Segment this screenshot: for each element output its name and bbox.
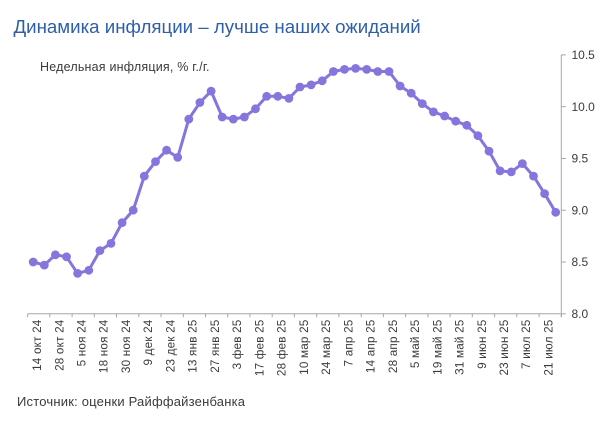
svg-text:9.0: 9.0	[572, 203, 589, 217]
svg-text:28 фев 25: 28 фев 25	[276, 319, 289, 376]
svg-text:23 июн 25: 23 июн 25	[498, 319, 511, 375]
svg-text:Недельная инфляция, % г./г.: Недельная инфляция, % г./г.	[40, 60, 210, 74]
svg-text:14 апр 25: 14 апр 25	[365, 319, 378, 373]
svg-text:9 июн 25: 9 июн 25	[476, 319, 489, 369]
svg-text:13 янв 25: 13 янв 25	[187, 319, 200, 373]
svg-text:19 май 25: 19 май 25	[431, 319, 444, 375]
svg-text:8.0: 8.0	[572, 307, 589, 321]
svg-text:10.0: 10.0	[572, 100, 596, 114]
svg-text:14 окт 24: 14 окт 24	[31, 319, 44, 371]
svg-text:24 мар 25: 24 мар 25	[320, 319, 333, 375]
svg-text:7 апр 25: 7 апр 25	[342, 319, 355, 366]
svg-text:21 июл 25: 21 июл 25	[543, 319, 556, 375]
svg-text:30 ноя 24: 30 ноя 24	[120, 319, 133, 373]
svg-text:Источник: оценки Райффайзенбан: Источник: оценки Райффайзенбанка	[17, 394, 246, 409]
svg-text:9.5: 9.5	[572, 152, 589, 166]
svg-text:23 дек 24: 23 дек 24	[164, 319, 177, 372]
svg-text:18 ноя 24: 18 ноя 24	[98, 319, 111, 373]
svg-text:31 май 25: 31 май 25	[454, 319, 467, 375]
svg-text:7 июл 25: 7 июл 25	[520, 319, 533, 369]
svg-text:10 мар 25: 10 мар 25	[298, 319, 311, 375]
svg-text:5 май 25: 5 май 25	[409, 319, 422, 368]
svg-text:28 окт 24: 28 окт 24	[53, 319, 66, 371]
svg-text:8.5: 8.5	[572, 255, 589, 269]
svg-text:5 ноя 24: 5 ноя 24	[76, 319, 89, 366]
svg-text:17 фев 25: 17 фев 25	[253, 319, 266, 376]
svg-text:3 фев 25: 3 фев 25	[231, 319, 244, 369]
svg-text:9 дек 24: 9 дек 24	[142, 319, 155, 365]
svg-text:Динамика инфляции – лучше наши: Динамика инфляции – лучше наших ожиданий	[14, 16, 421, 37]
svg-text:27 янв 25: 27 янв 25	[209, 319, 222, 373]
svg-text:28 апр 25: 28 апр 25	[387, 319, 400, 373]
svg-text:10.5: 10.5	[572, 48, 596, 62]
